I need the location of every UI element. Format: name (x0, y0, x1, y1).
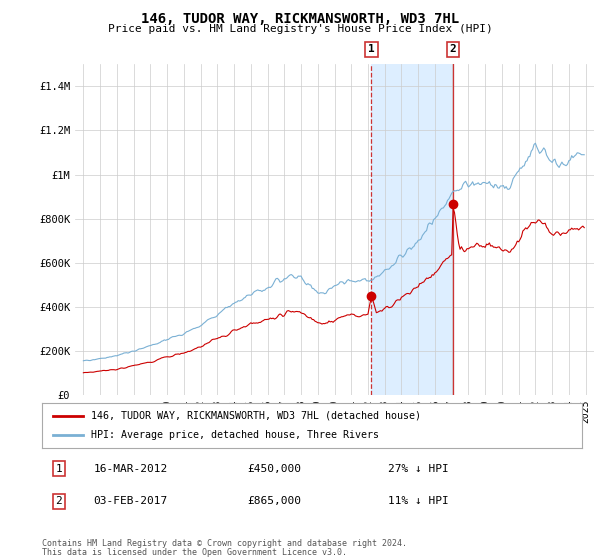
Text: 1: 1 (56, 464, 62, 474)
Text: £450,000: £450,000 (247, 464, 301, 474)
Text: HPI: Average price, detached house, Three Rivers: HPI: Average price, detached house, Thre… (91, 431, 379, 441)
Text: 2: 2 (56, 496, 62, 506)
Text: 27% ↓ HPI: 27% ↓ HPI (388, 464, 448, 474)
Bar (371, 64, 453, 395)
Text: Contains HM Land Registry data © Crown copyright and database right 2024.: Contains HM Land Registry data © Crown c… (42, 539, 407, 548)
Text: This data is licensed under the Open Government Licence v3.0.: This data is licensed under the Open Gov… (42, 548, 347, 557)
Text: 16-MAR-2012: 16-MAR-2012 (94, 464, 167, 474)
Text: 146, TUDOR WAY, RICKMANSWORTH, WD3 7HL: 146, TUDOR WAY, RICKMANSWORTH, WD3 7HL (141, 12, 459, 26)
Text: 03-FEB-2017: 03-FEB-2017 (94, 496, 167, 506)
Text: 146, TUDOR WAY, RICKMANSWORTH, WD3 7HL (detached house): 146, TUDOR WAY, RICKMANSWORTH, WD3 7HL (… (91, 410, 421, 421)
Text: 2: 2 (450, 44, 457, 54)
Text: 11% ↓ HPI: 11% ↓ HPI (388, 496, 448, 506)
Text: £865,000: £865,000 (247, 496, 301, 506)
Text: 1: 1 (368, 44, 375, 54)
Text: Price paid vs. HM Land Registry's House Price Index (HPI): Price paid vs. HM Land Registry's House … (107, 24, 493, 34)
